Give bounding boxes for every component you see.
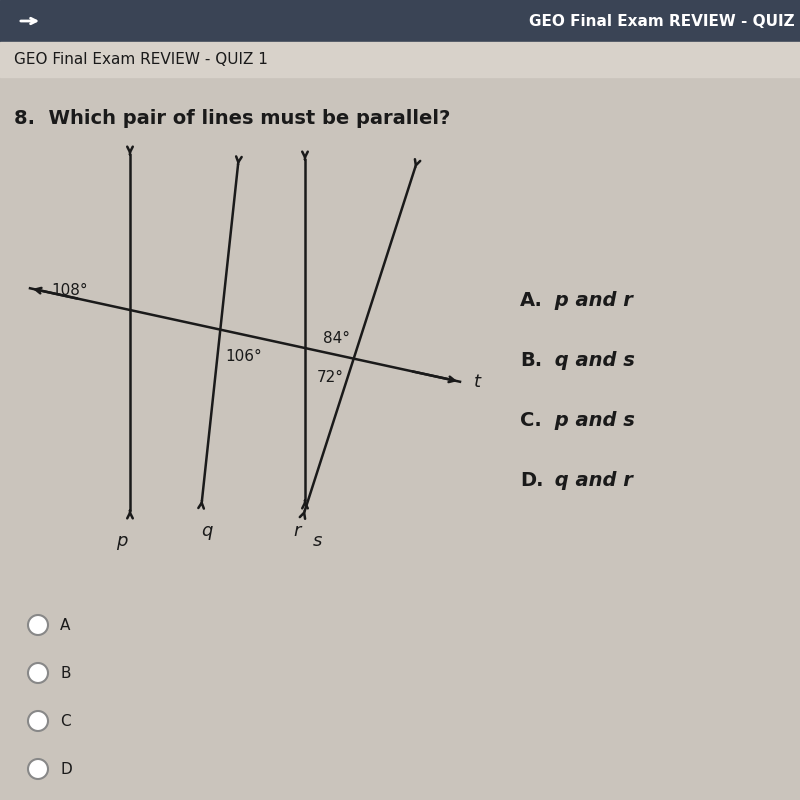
Circle shape bbox=[28, 663, 48, 683]
Text: A.: A. bbox=[520, 290, 543, 310]
Text: p: p bbox=[116, 532, 128, 550]
Circle shape bbox=[28, 759, 48, 779]
Text: 72°: 72° bbox=[317, 370, 344, 385]
Text: q: q bbox=[202, 522, 213, 540]
Text: B.: B. bbox=[520, 350, 542, 370]
Text: 84°: 84° bbox=[323, 331, 350, 346]
Text: C: C bbox=[60, 714, 70, 729]
Text: q and r: q and r bbox=[548, 470, 633, 490]
Text: C.: C. bbox=[520, 410, 542, 430]
Text: s: s bbox=[312, 532, 322, 550]
Bar bbox=[0, 42, 800, 77]
Text: GEO Final Exam REVIEW - QUIZ: GEO Final Exam REVIEW - QUIZ bbox=[530, 14, 795, 29]
Text: 106°: 106° bbox=[225, 349, 262, 364]
Text: p and r: p and r bbox=[548, 290, 633, 310]
Text: D: D bbox=[60, 762, 72, 777]
Circle shape bbox=[28, 711, 48, 731]
Text: 108°: 108° bbox=[52, 283, 88, 298]
Text: 8.  Which pair of lines must be parallel?: 8. Which pair of lines must be parallel? bbox=[14, 109, 450, 127]
Text: D.: D. bbox=[520, 470, 543, 490]
Text: GEO Final Exam REVIEW - QUIZ 1: GEO Final Exam REVIEW - QUIZ 1 bbox=[14, 53, 268, 67]
Text: r: r bbox=[294, 522, 301, 540]
Text: q and s: q and s bbox=[548, 350, 635, 370]
Text: A: A bbox=[60, 618, 70, 633]
Text: p and s: p and s bbox=[548, 410, 635, 430]
Text: t: t bbox=[474, 373, 481, 390]
Circle shape bbox=[28, 615, 48, 635]
Bar bbox=[0, 0, 800, 42]
Text: B: B bbox=[60, 666, 70, 681]
